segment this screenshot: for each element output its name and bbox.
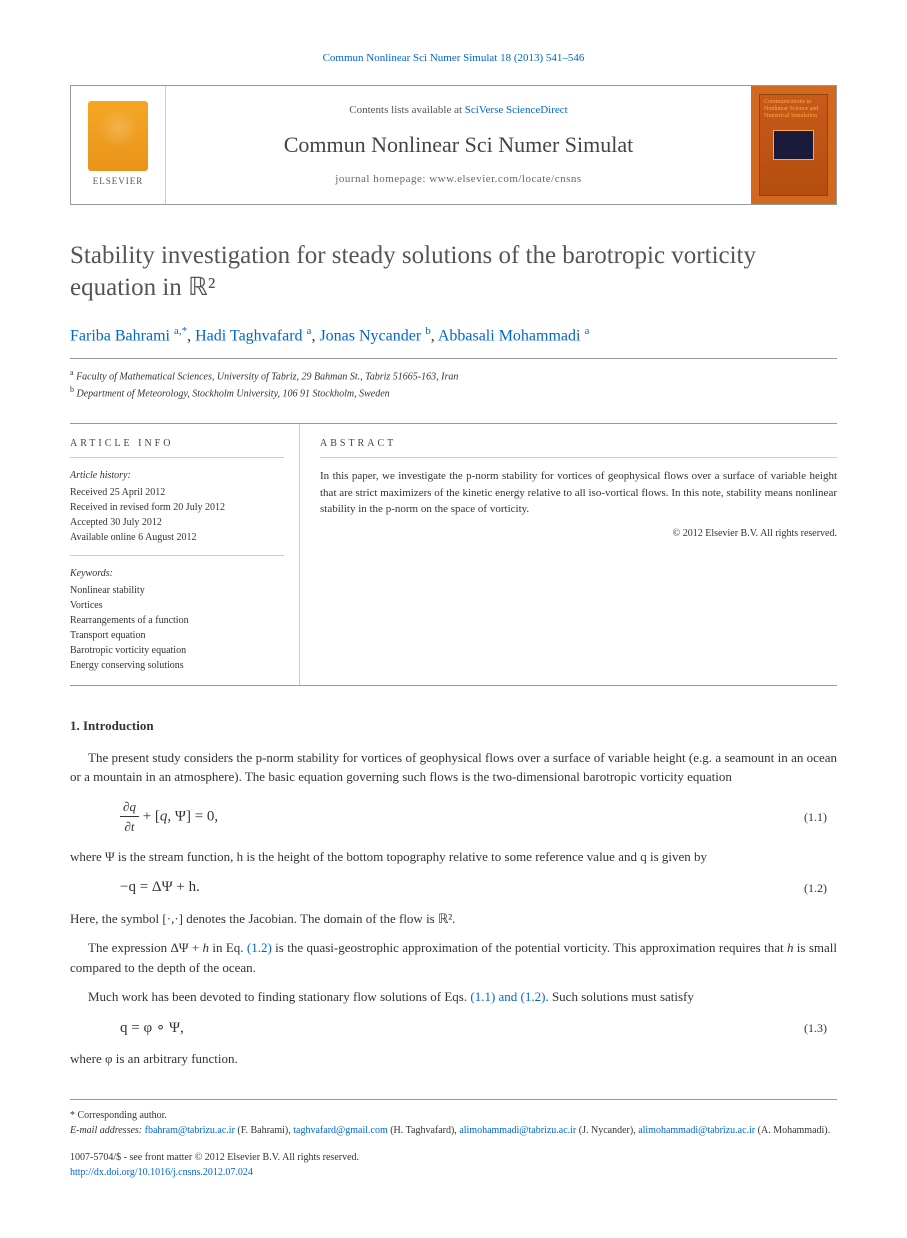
introduction-section: 1. Introduction The present study consid… bbox=[70, 716, 837, 1069]
journal-info: Contents lists available at SciVerse Sci… bbox=[166, 86, 751, 204]
body-paragraph: where φ is an arbitrary function. bbox=[70, 1049, 837, 1069]
info-abstract-block: ARTICLE INFO Article history: Received 2… bbox=[70, 423, 837, 686]
history-item: Received in revised form 20 July 2012 bbox=[70, 500, 284, 515]
affiliation-text: Department of Meteorology, Stockholm Uni… bbox=[77, 388, 390, 399]
section-heading: 1. Introduction bbox=[70, 716, 837, 736]
divider bbox=[70, 555, 284, 556]
author-affiliation-mark[interactable]: a bbox=[307, 325, 312, 337]
sciencedirect-link[interactable]: SciVerse ScienceDirect bbox=[465, 104, 568, 116]
keyword: Barotropic vorticity equation bbox=[70, 643, 284, 658]
abstract-column: ABSTRACT In this paper, we investigate t… bbox=[300, 424, 837, 685]
affiliation-line: a Faculty of Mathematical Sciences, Univ… bbox=[70, 367, 837, 384]
journal-homepage: journal homepage: www.elsevier.com/locat… bbox=[335, 171, 581, 188]
body-paragraph: Here, the symbol [·,·] denotes the Jacob… bbox=[70, 909, 837, 929]
author-link[interactable]: Abbasali Mohammadi bbox=[438, 327, 581, 344]
author-affiliation-mark[interactable]: a bbox=[584, 325, 589, 337]
doi-link[interactable]: http://dx.doi.org/10.1016/j.cnsns.2012.0… bbox=[70, 1167, 253, 1178]
body-paragraph: The present study considers the p-norm s… bbox=[70, 748, 837, 787]
author-affiliation-mark[interactable]: a,* bbox=[174, 325, 187, 337]
email-link[interactable]: alimohammadi@tabrizu.ac.ir bbox=[459, 1125, 576, 1136]
author-link[interactable]: Jonas Nycander bbox=[319, 327, 421, 344]
journal-banner: ELSEVIER Contents lists available at Sci… bbox=[70, 85, 837, 205]
article-info-label: ARTICLE INFO bbox=[70, 436, 284, 458]
email-who: (A. Mohammadi). bbox=[755, 1125, 830, 1136]
equation-content: ∂q∂t + [q, Ψ] = 0, bbox=[120, 797, 804, 837]
email-who: (H. Taghvafard), bbox=[388, 1125, 460, 1136]
affiliations: a Faculty of Mathematical Sciences, Univ… bbox=[70, 367, 837, 402]
email-who: (F. Bahrami), bbox=[235, 1125, 293, 1136]
keyword: Vortices bbox=[70, 598, 284, 613]
author-affiliation-mark[interactable]: b bbox=[425, 325, 431, 337]
header-citation: Commun Nonlinear Sci Numer Simulat 18 (2… bbox=[70, 50, 837, 67]
equation-content: q = φ ∘ Ψ, bbox=[120, 1017, 804, 1040]
history-item: Received 25 April 2012 bbox=[70, 485, 284, 500]
email-link[interactable]: fbahram@tabrizu.ac.ir bbox=[145, 1125, 235, 1136]
journal-title: Commun Nonlinear Sci Numer Simulat bbox=[284, 128, 634, 161]
equation-ref-link[interactable]: (1.2) bbox=[247, 940, 272, 955]
abstract-text: In this paper, we investigate the p-norm… bbox=[320, 468, 837, 518]
corresponding-author-note: * Corresponding author. bbox=[70, 1108, 837, 1123]
email-link[interactable]: taghvafard@gmail.com bbox=[293, 1125, 387, 1136]
history-item: Available online 6 August 2012 bbox=[70, 530, 284, 545]
body-paragraph: Much work has been devoted to finding st… bbox=[70, 987, 837, 1007]
author-link[interactable]: Fariba Bahrami bbox=[70, 327, 170, 344]
footer-block: 1007-5704/$ - see front matter © 2012 El… bbox=[70, 1150, 837, 1180]
equation-1-2: −q = ΔΨ + h. (1.2) bbox=[120, 876, 837, 899]
body-paragraph: where Ψ is the stream function, h is the… bbox=[70, 847, 837, 867]
copyright-line: © 2012 Elsevier B.V. All rights reserved… bbox=[320, 526, 837, 541]
cover-title-text: Communications in Nonlinear Science and … bbox=[760, 95, 827, 125]
contents-prefix: Contents lists available at bbox=[349, 104, 464, 116]
equation-ref-link[interactable]: (1.1) and (1.2) bbox=[470, 989, 545, 1004]
equation-number: (1.2) bbox=[804, 879, 837, 897]
affiliation-text: Faculty of Mathematical Sciences, Univer… bbox=[76, 371, 458, 382]
equation-number: (1.3) bbox=[804, 1019, 837, 1037]
equation-number: (1.1) bbox=[804, 808, 837, 826]
keyword: Rearrangements of a function bbox=[70, 613, 284, 628]
article-info-column: ARTICLE INFO Article history: Received 2… bbox=[70, 424, 300, 685]
issn-copyright-line: 1007-5704/$ - see front matter © 2012 El… bbox=[70, 1150, 837, 1165]
keyword: Transport equation bbox=[70, 628, 284, 643]
history-item: Accepted 30 July 2012 bbox=[70, 515, 284, 530]
equation-1-1: ∂q∂t + [q, Ψ] = 0, (1.1) bbox=[120, 797, 837, 837]
publisher-name: ELSEVIER bbox=[93, 175, 144, 189]
equation-1-3: q = φ ∘ Ψ, (1.3) bbox=[120, 1017, 837, 1040]
author-link[interactable]: Hadi Taghvafard bbox=[195, 327, 302, 344]
homepage-prefix: journal homepage: bbox=[335, 173, 429, 185]
email-link[interactable]: alimohammadi@tabrizu.ac.ir bbox=[638, 1125, 755, 1136]
email-label: E-mail addresses: bbox=[70, 1125, 145, 1136]
affiliation-mark: b bbox=[70, 385, 74, 394]
equation-content: −q = ΔΨ + h. bbox=[120, 876, 804, 899]
article-title: Stability investigation for steady solut… bbox=[70, 240, 837, 305]
keyword: Nonlinear stability bbox=[70, 583, 284, 598]
email-addresses: E-mail addresses: fbahram@tabrizu.ac.ir … bbox=[70, 1123, 837, 1138]
affiliation-mark: a bbox=[70, 368, 74, 377]
journal-cover-thumbnail[interactable]: Communications in Nonlinear Science and … bbox=[751, 86, 836, 204]
publisher-logo[interactable]: ELSEVIER bbox=[71, 86, 166, 204]
abstract-label: ABSTRACT bbox=[320, 436, 837, 458]
email-who: (J. Nycander), bbox=[576, 1125, 638, 1136]
footnotes: * Corresponding author. E-mail addresses… bbox=[70, 1099, 837, 1180]
cover-image: Communications in Nonlinear Science and … bbox=[759, 94, 828, 196]
keyword: Energy conserving solutions bbox=[70, 658, 284, 673]
contents-available: Contents lists available at SciVerse Sci… bbox=[349, 102, 567, 119]
body-paragraph: The expression ΔΨ + h in Eq. (1.2) is th… bbox=[70, 938, 837, 977]
history-label: Article history: bbox=[70, 468, 284, 483]
elsevier-tree-icon bbox=[88, 101, 148, 171]
affiliation-line: b Department of Meteorology, Stockholm U… bbox=[70, 384, 837, 401]
authors-list: Fariba Bahrami a,*, Hadi Taghvafard a, J… bbox=[70, 323, 837, 359]
cover-graphic-icon bbox=[773, 130, 813, 160]
homepage-url[interactable]: www.elsevier.com/locate/cnsns bbox=[429, 173, 581, 185]
keywords-label: Keywords: bbox=[70, 566, 284, 581]
